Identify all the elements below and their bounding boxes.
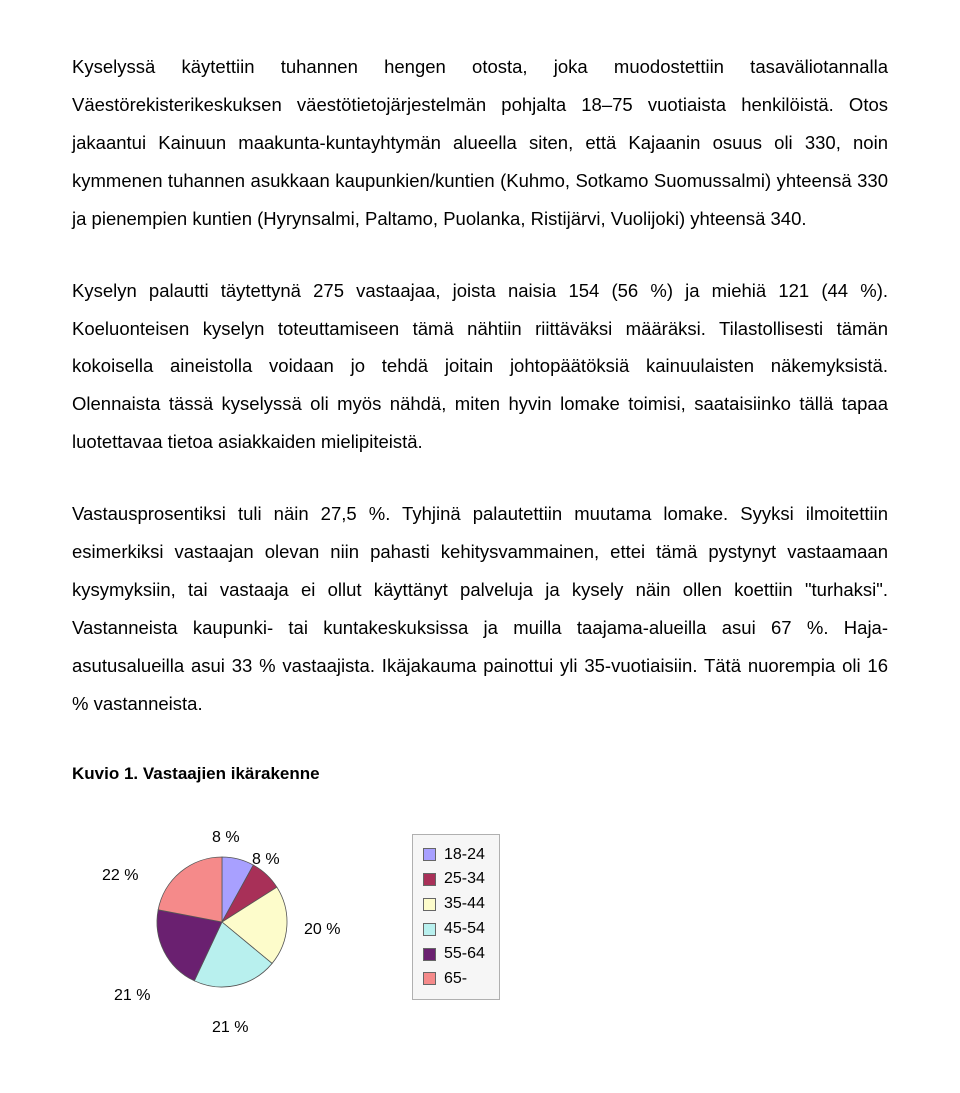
legend-label: 25-34	[444, 867, 485, 892]
legend-label: 18-24	[444, 843, 485, 868]
legend-swatch	[423, 948, 436, 961]
figure-title: Kuvio 1. Vastaajien ikärakenne	[72, 757, 888, 792]
legend-swatch	[423, 923, 436, 936]
legend-label: 65-	[444, 967, 467, 992]
pie-slice-label: 20 %	[304, 914, 340, 947]
pie-slice-label: 21 %	[114, 980, 150, 1013]
legend-label: 45-54	[444, 917, 485, 942]
legend-row: 35-44	[423, 892, 485, 917]
legend-swatch	[423, 972, 436, 985]
pie-slice-label: 22 %	[102, 860, 138, 893]
legend-row: 65-	[423, 967, 485, 992]
legend-row: 55-64	[423, 942, 485, 967]
document-page: Kyselyssä käytettiin tuhannen hengen oto…	[0, 0, 960, 1072]
pie-chart-area: 8 %8 %20 %21 %21 %22 % 18-2425-3435-4445…	[72, 822, 888, 1032]
paragraph-3: Vastausprosentiksi tuli näin 27,5 %. Tyh…	[72, 495, 888, 723]
pie-slice-label: 8 %	[252, 844, 280, 877]
pie-slice-label: 8 %	[212, 822, 240, 855]
legend-label: 35-44	[444, 892, 485, 917]
legend-row: 18-24	[423, 843, 485, 868]
legend-swatch	[423, 873, 436, 886]
paragraph-1: Kyselyssä käytettiin tuhannen hengen oto…	[72, 48, 888, 238]
legend-swatch	[423, 848, 436, 861]
legend-swatch	[423, 898, 436, 911]
legend-label: 55-64	[444, 942, 485, 967]
pie-slice-label: 21 %	[212, 1012, 248, 1045]
paragraph-2: Kyselyn palautti täytettynä 275 vastaaja…	[72, 272, 888, 462]
pie-legend: 18-2425-3435-4445-5455-6465-	[412, 834, 500, 1001]
legend-row: 45-54	[423, 917, 485, 942]
legend-row: 25-34	[423, 867, 485, 892]
pie-chart: 8 %8 %20 %21 %21 %22 %	[72, 822, 372, 1032]
